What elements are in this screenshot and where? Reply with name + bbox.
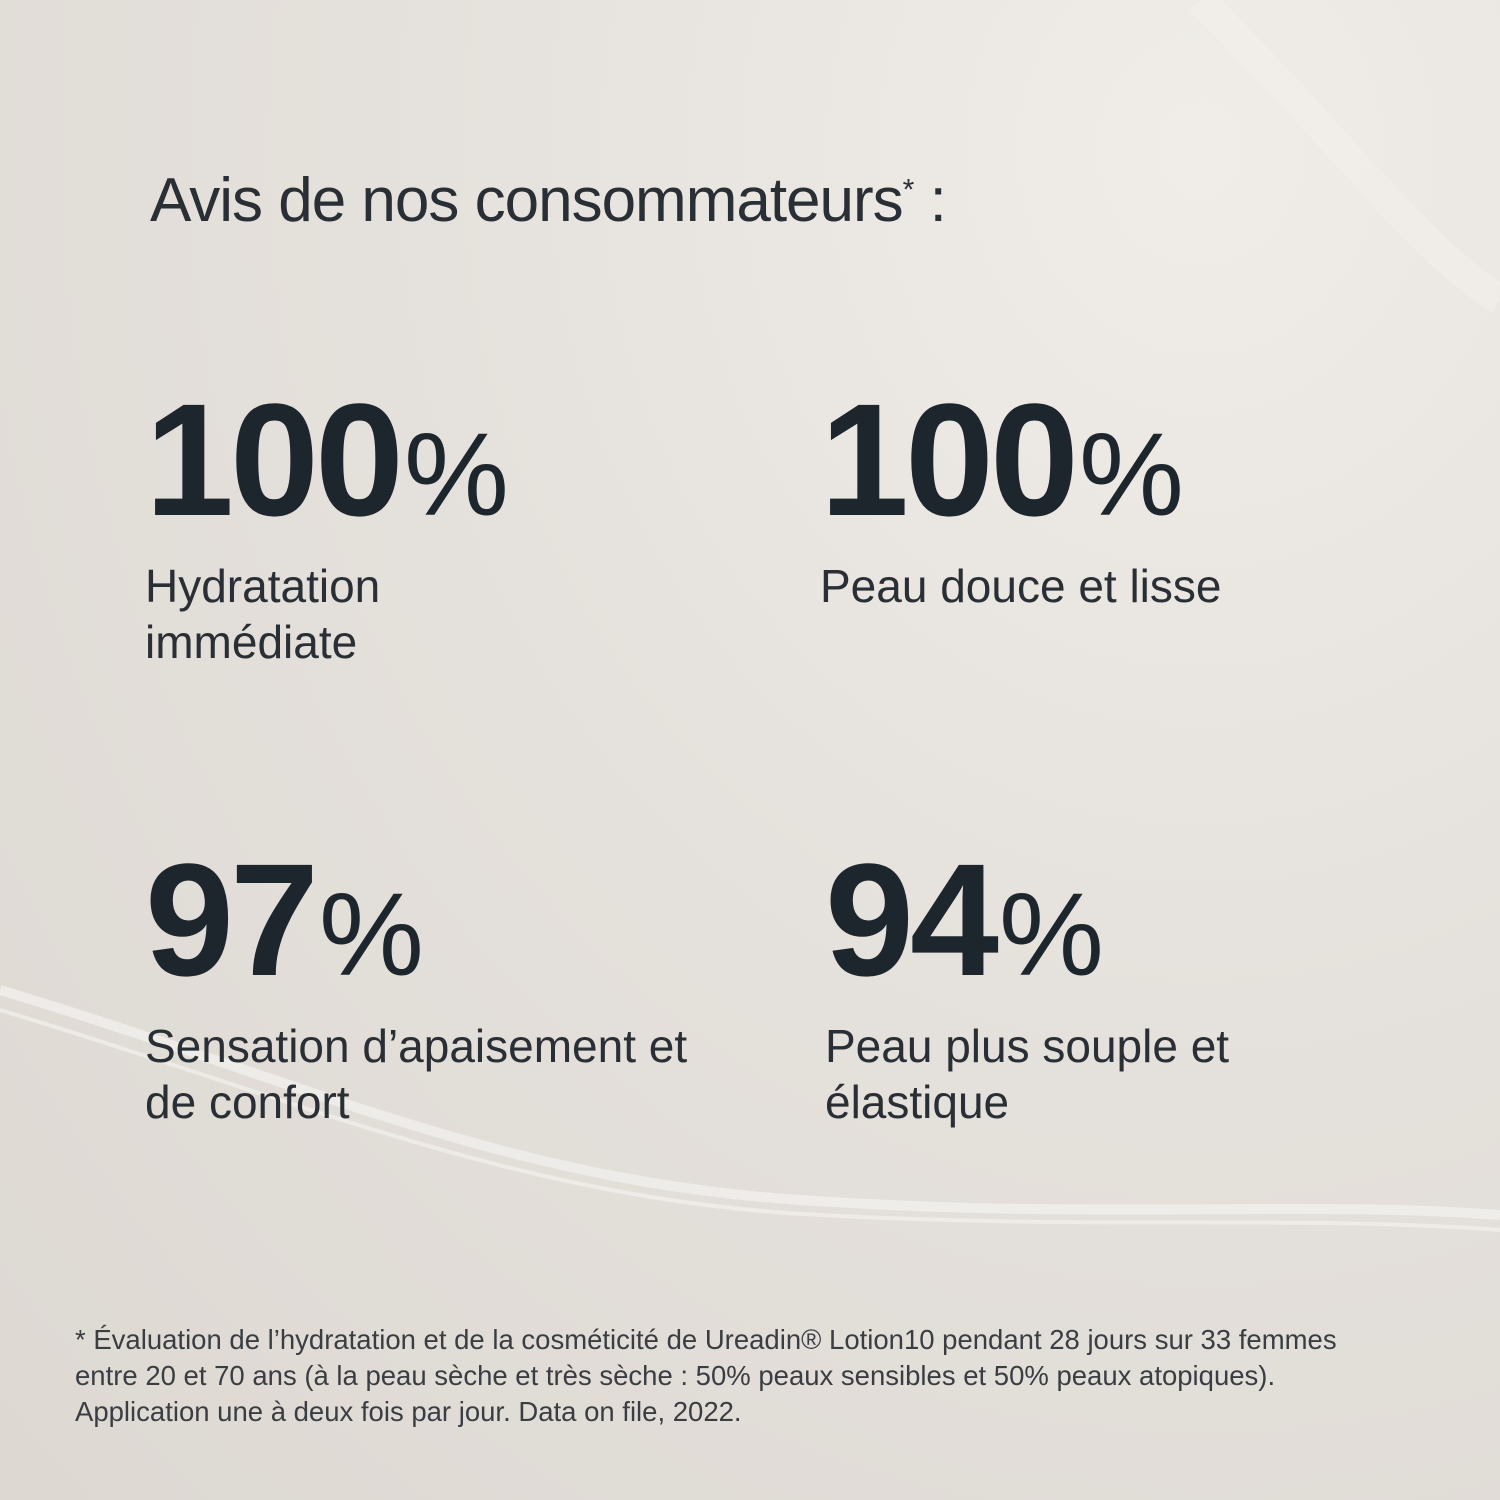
stat-label: Sensation d’apaisement et de confort: [145, 1020, 688, 1128]
footnote: * Évaluation de l’hydratation et de la c…: [75, 1324, 1337, 1427]
stat-value: 94: [825, 830, 999, 1009]
stat-apaisement: 97% Sensation d’apaisement et de confort: [145, 840, 705, 1130]
stat-value: 100: [820, 370, 1079, 549]
stat-unit: %: [318, 869, 424, 1001]
stat-label: Peau douce et lisse: [820, 560, 1222, 612]
stat-unit: %: [403, 409, 509, 541]
stat-label: Peau plus souple et élastique: [825, 1020, 1230, 1128]
stat-value: 97: [145, 830, 319, 1009]
stat-label: Hydratation immédiate: [145, 560, 381, 668]
stat-hydratation: 100% Hydratation immédiate: [145, 380, 509, 670]
stat-peau-douce: 100% Peau douce et lisse: [820, 380, 1340, 614]
stat-value: 100: [145, 370, 404, 549]
page-title: Avis de nos consommateurs* :: [150, 166, 947, 235]
stat-souple: 94% Peau plus souple et élastique: [825, 840, 1295, 1130]
stat-unit: %: [1078, 409, 1184, 541]
stat-unit: %: [998, 869, 1104, 1001]
